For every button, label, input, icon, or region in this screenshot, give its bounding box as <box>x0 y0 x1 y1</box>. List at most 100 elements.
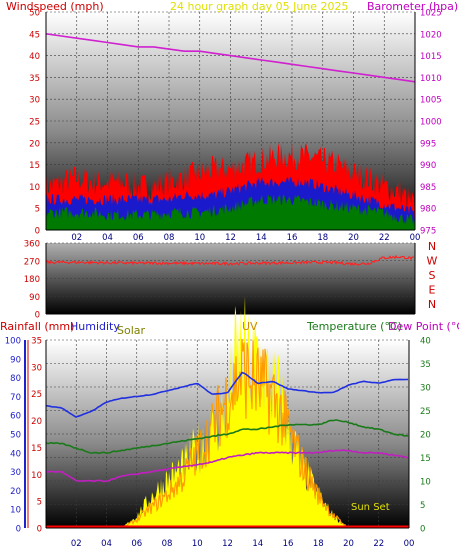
temperature-tick-label: 35 <box>420 360 431 370</box>
climate-axes: 0102030405060708090100051015202530350510… <box>5 337 431 550</box>
climate-x-tick-label: 14 <box>252 539 263 549</box>
climate-panel: 0102030405060708090100051015202530350510… <box>0 295 459 550</box>
direction-series <box>45 254 415 267</box>
temperature-tick-label: 30 <box>420 384 431 394</box>
humidity-tick-label: 50 <box>10 431 21 441</box>
barometer-tick-label: 985 <box>420 183 436 193</box>
windspeed-tick-label: 0 <box>35 227 40 237</box>
climate-x-tick-label: 06 <box>131 539 142 549</box>
rainfall-tick-label: 0 <box>37 525 42 535</box>
dewpoint-line <box>45 449 409 483</box>
barometer-tick-label: 1025 <box>420 9 442 19</box>
wind-x-tick-label: 00 <box>410 233 421 243</box>
windspeed-tick-label: 50 <box>29 9 40 19</box>
wind-x-tick-label: 04 <box>102 233 113 243</box>
humidity-tick-label: 100 <box>5 337 21 347</box>
temperature-tick-label: 40 <box>420 337 431 347</box>
compass-point-label: S <box>429 269 436 282</box>
temperature-tick-label: 25 <box>420 407 431 417</box>
humidity-label: Humidity <box>70 320 120 333</box>
temperature-tick-label: 15 <box>420 454 431 464</box>
climate-x-tick-label: 12 <box>222 539 233 549</box>
humidity-tick-label: 90 <box>10 355 21 365</box>
climate-x-tick-label: 22 <box>373 539 384 549</box>
windspeed-tick-label: 5 <box>35 205 40 215</box>
rainfall-tick-label: 25 <box>31 390 42 400</box>
windspeed-tick-label: 15 <box>29 161 40 171</box>
barometer-tick-label: 1015 <box>420 52 442 62</box>
climate-x-tick-label: 20 <box>343 539 354 549</box>
barometer-tick-label: 995 <box>420 139 436 149</box>
sunset-label: Sun Set <box>351 502 390 513</box>
temperature-tick-label: 20 <box>420 431 431 441</box>
temperature-label: Temperature (°C) <box>306 320 402 333</box>
wind-x-tick-label: 14 <box>256 233 267 243</box>
compass-point-label: N <box>428 298 436 311</box>
windspeed-tick-label: 35 <box>29 74 40 84</box>
windspeed-axis-label: Windspeed (mph) <box>6 0 104 13</box>
barometer-tick-label: 975 <box>420 227 436 237</box>
climate-x-tick-label: 16 <box>283 539 294 549</box>
wind-low-area <box>46 194 415 230</box>
direction-tick-label: 90 <box>29 293 40 303</box>
temperature-tick-label: 5 <box>420 501 425 511</box>
humidity-tick-label: 60 <box>10 412 21 422</box>
humidity-tick-label: 20 <box>10 487 21 497</box>
chart-title: 24 hour graph day 05 June 2025 <box>170 0 349 13</box>
windspeed-tick-label: 25 <box>29 118 40 128</box>
temperature-tick-label: 0 <box>420 525 425 535</box>
wind-x-tick-label: 08 <box>164 233 175 243</box>
barometer-line <box>45 33 416 83</box>
humidity-tick-label: 0 <box>16 525 21 535</box>
humidity-tick-label: 10 <box>10 506 21 516</box>
wind-x-tick-label: 06 <box>133 233 144 243</box>
humidity-tick-label: 30 <box>10 468 21 478</box>
compass-point-label: N <box>428 240 436 253</box>
direction-tick-label: 180 <box>24 275 40 285</box>
rainfall-tick-label: 15 <box>31 444 42 454</box>
climate-x-tick-label: 18 <box>313 539 324 549</box>
barometer-tick-label: 990 <box>420 161 436 171</box>
barometer-tick-label: 1020 <box>420 30 442 40</box>
rainfall-tick-label: 20 <box>31 417 42 427</box>
rainfall-tick-label: 30 <box>31 363 42 373</box>
barometer-tick-label: 1010 <box>420 74 442 84</box>
barometer-tick-label: 1000 <box>420 118 442 128</box>
climate-x-tick-label: 02 <box>71 539 82 549</box>
windspeed-tick-label: 20 <box>29 139 40 149</box>
humidity-line <box>45 371 409 418</box>
solar-area <box>46 295 409 528</box>
windspeed-tick-label: 30 <box>29 96 40 106</box>
dewpoint-label: Dew Point (°C) <box>388 320 459 333</box>
rainfall-tick-label: 35 <box>31 337 42 347</box>
rainfall-tick-label: 5 <box>37 498 42 508</box>
wind-x-tick-label: 16 <box>287 233 298 243</box>
barometer-tick-label: 980 <box>420 205 436 215</box>
compass-point-label: E <box>429 284 436 297</box>
wind-x-tick-label: 02 <box>71 233 82 243</box>
rainfall-label: Rainfall (mm) <box>0 320 74 333</box>
direction-tick-label: 360 <box>24 240 40 250</box>
solar-label: Solar <box>117 324 146 337</box>
rainfall-tick-label: 10 <box>31 471 42 481</box>
climate-x-tick-label: 00 <box>404 539 415 549</box>
wind-x-tick-label: 20 <box>348 233 359 243</box>
climate-x-tick-label: 10 <box>192 539 203 549</box>
uv-label: UV <box>242 320 258 333</box>
windspeed-tick-label: 45 <box>29 30 40 40</box>
barometer-tick-label: 1005 <box>420 96 442 106</box>
wind-series <box>45 33 416 230</box>
wind-x-tick-label: 10 <box>194 233 205 243</box>
compass-point-label: W <box>427 255 438 268</box>
wind-x-tick-label: 12 <box>225 233 236 243</box>
humidity-tick-label: 80 <box>10 374 21 384</box>
humidity-tick-label: 70 <box>10 393 21 403</box>
wind-x-tick-label: 18 <box>317 233 328 243</box>
temperature-line <box>45 419 409 454</box>
wind-x-tick-label: 22 <box>379 233 390 243</box>
direction-tick-label: 270 <box>24 257 40 267</box>
humidity-tick-label: 40 <box>10 449 21 459</box>
